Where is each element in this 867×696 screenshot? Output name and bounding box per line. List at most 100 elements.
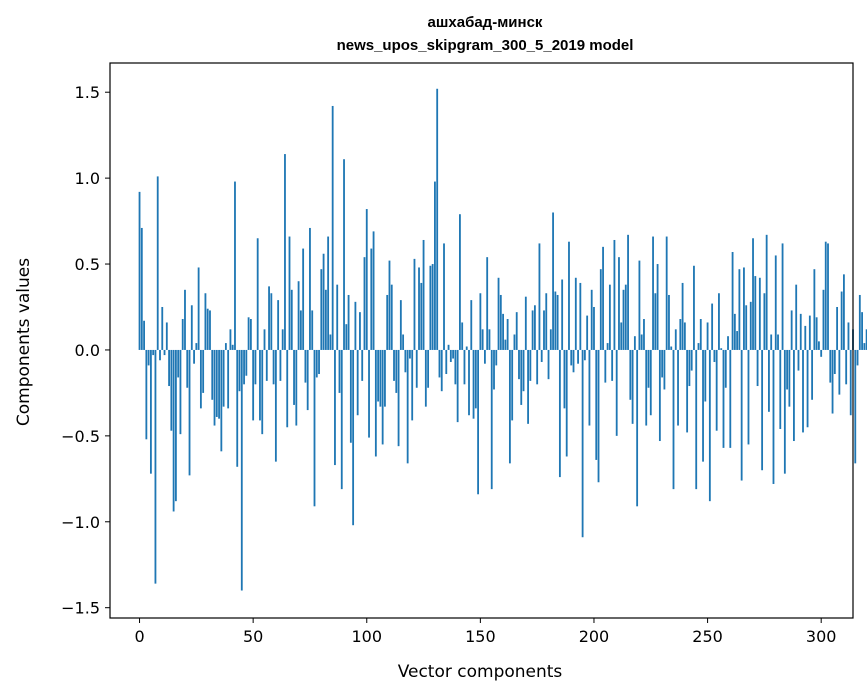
bar — [459, 214, 461, 350]
bar — [865, 329, 867, 350]
bar — [484, 349, 486, 364]
bar — [679, 319, 682, 350]
bar — [306, 349, 309, 411]
bar — [427, 349, 430, 388]
bar — [284, 154, 286, 350]
bar — [495, 349, 498, 366]
bar — [397, 349, 400, 447]
bar — [752, 238, 754, 350]
bar — [231, 344, 234, 350]
bar — [772, 349, 775, 484]
bar — [563, 349, 566, 409]
bar — [502, 313, 504, 350]
bar — [261, 349, 264, 435]
bar — [663, 349, 666, 390]
bar — [359, 312, 361, 350]
bar — [259, 349, 261, 421]
bar — [654, 293, 657, 350]
bar — [395, 349, 398, 393]
bar — [213, 349, 216, 426]
bar — [690, 349, 693, 371]
bar — [749, 301, 752, 350]
bar — [554, 291, 557, 350]
bar — [527, 349, 529, 424]
bar — [311, 310, 314, 350]
chart-subtitle: news_upos_skipgram_300_5_2019 model — [337, 37, 634, 54]
bar — [463, 349, 466, 385]
bar — [390, 284, 393, 350]
bar — [377, 349, 380, 402]
bar — [204, 293, 207, 350]
bar — [577, 349, 579, 364]
bar — [697, 343, 700, 350]
bar — [347, 294, 350, 350]
bar — [695, 349, 698, 490]
x-tick-label: 250 — [692, 627, 723, 646]
bar — [418, 267, 420, 350]
bar — [386, 294, 389, 350]
bar — [515, 312, 518, 350]
bar — [361, 349, 364, 381]
bar — [352, 349, 355, 526]
bar — [593, 306, 595, 350]
bar — [436, 88, 439, 350]
bar — [145, 349, 148, 440]
bar — [711, 303, 714, 350]
bar — [279, 349, 282, 381]
bar — [143, 320, 145, 350]
bar — [827, 243, 829, 350]
bar — [211, 349, 214, 400]
bar — [856, 349, 859, 366]
bar — [561, 279, 564, 350]
bar — [620, 322, 623, 350]
bar — [738, 269, 741, 350]
y-tick-label: −1.5 — [61, 599, 100, 618]
bar — [413, 258, 416, 350]
bar — [274, 349, 277, 462]
bar — [240, 349, 243, 591]
y-tick-label: 1.0 — [75, 169, 100, 188]
bar — [820, 349, 823, 357]
x-tick-label: 50 — [243, 627, 263, 646]
bar — [693, 265, 695, 350]
bar — [247, 317, 250, 350]
bar — [315, 349, 318, 378]
bar — [545, 293, 548, 350]
bar — [713, 349, 716, 362]
bar — [802, 349, 804, 433]
bar — [536, 349, 539, 385]
bar — [336, 284, 339, 350]
bar — [595, 349, 598, 460]
bar — [272, 349, 275, 385]
x-tick-label: 150 — [465, 627, 496, 646]
bars — [138, 88, 867, 591]
bar — [702, 349, 704, 462]
bar — [861, 312, 863, 350]
bar — [599, 269, 602, 350]
bar — [683, 322, 686, 350]
bar — [236, 349, 239, 467]
x-tick-label: 200 — [579, 627, 610, 646]
bar — [202, 349, 205, 393]
bar — [672, 349, 675, 490]
bar — [813, 269, 816, 350]
bar — [745, 305, 748, 350]
bar — [781, 243, 784, 350]
bar — [493, 349, 495, 390]
bar — [170, 349, 173, 431]
bar — [465, 346, 468, 350]
bar — [172, 349, 175, 512]
bar — [715, 349, 718, 431]
bar — [468, 349, 470, 416]
bar — [858, 294, 861, 350]
bar — [836, 306, 839, 350]
bar — [658, 349, 661, 442]
bar — [558, 349, 561, 478]
bar — [470, 300, 473, 350]
bar — [631, 349, 634, 424]
bar — [729, 349, 732, 448]
bar — [406, 349, 409, 464]
bar — [843, 274, 845, 350]
bar — [243, 349, 245, 385]
